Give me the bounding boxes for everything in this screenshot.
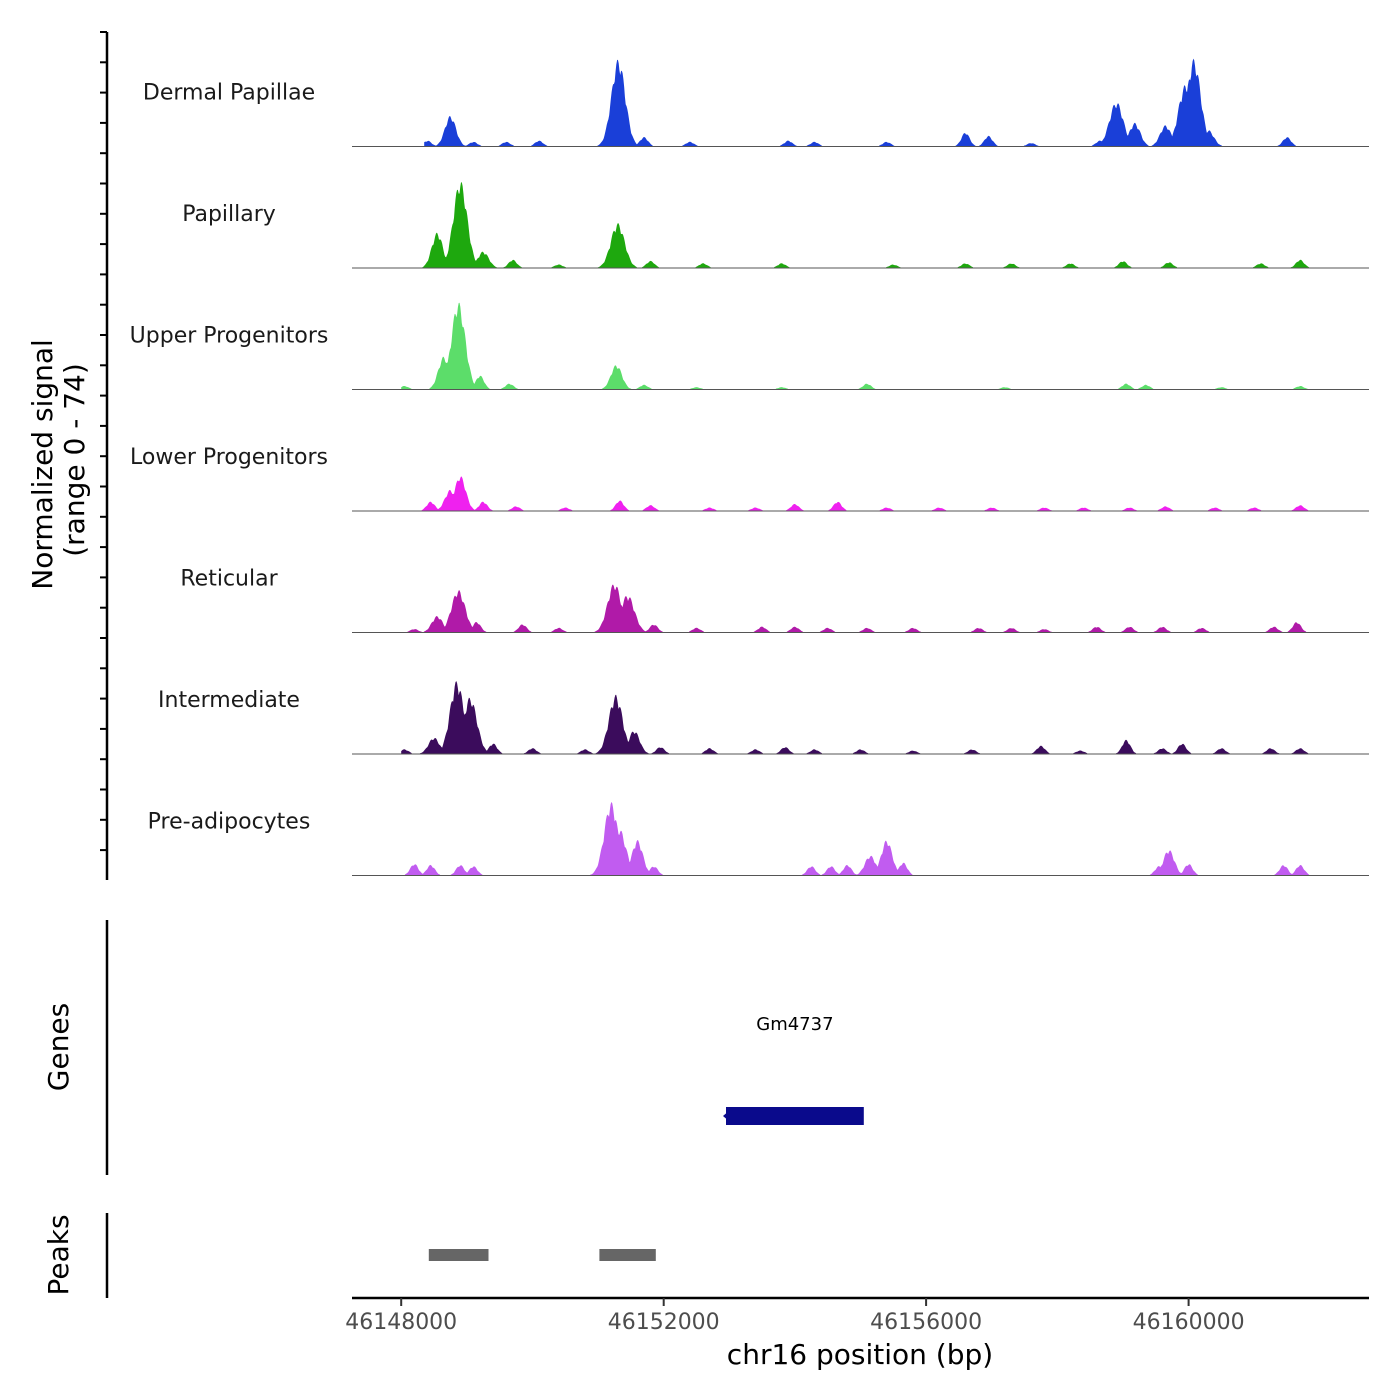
track-papillary: Papillary	[182, 182, 1369, 269]
track-label: Lower Progenitors	[130, 445, 328, 470]
x-tick-label: 46156000	[870, 1310, 982, 1335]
y-axis-title-line1: Normalized signal	[26, 339, 59, 590]
peaks-panel-label: Peaks	[42, 1214, 75, 1295]
coverage-area	[424, 58, 1317, 147]
coverage-area	[401, 802, 1320, 876]
gene-label: Gm4737	[756, 1014, 833, 1035]
track-label: Pre-adipocytes	[148, 810, 311, 835]
coverage-area	[401, 476, 1320, 511]
track-label: Upper Progenitors	[130, 324, 329, 349]
x-axis: 46148000 46152000 46156000 46160000 chr16 p…	[345, 1296, 1369, 1371]
track-intermediate: Intermediate	[158, 681, 1369, 755]
gene-strand-arrow	[723, 1110, 730, 1122]
x-axis-title: chr16 position (bp)	[727, 1338, 993, 1371]
track-lower-progenitors: Lower Progenitors	[130, 445, 1369, 512]
gene-body	[726, 1107, 864, 1125]
coverage-area	[401, 182, 1320, 268]
track-pre-adipocytes: Pre-adipocytes	[148, 802, 1369, 876]
track-label: Reticular	[180, 567, 278, 592]
peak-region	[428, 1249, 489, 1261]
peak-regions	[428, 1249, 656, 1261]
x-axis-ticks: 46148000 46152000 46156000 46160000	[345, 1298, 1245, 1335]
genes-panel: Genes Gm4737	[42, 920, 864, 1175]
coverage-area	[401, 302, 1320, 390]
y-axis-title: Normalized signal (range 0 - 74)	[26, 330, 91, 589]
peaks-panel: Peaks	[42, 1213, 656, 1298]
coverage-y-ticks	[100, 31, 107, 852]
peak-region	[599, 1249, 656, 1261]
genes-panel-label: Genes	[42, 1003, 75, 1091]
gene-models: Gm4737	[723, 1014, 864, 1125]
track-upper-progenitors: Upper Progenitors	[130, 302, 1369, 390]
track-dermal-papillae: Dermal Papillae	[143, 58, 1369, 147]
track-reticular: Reticular	[180, 567, 1369, 633]
coverage-area	[401, 681, 1320, 754]
coverage-panel: Dermal Papillae Papillary Upper Progenitor…	[26, 31, 1369, 880]
coverage-tracks: Dermal Papillae Papillary Upper Progenitor…	[130, 58, 1369, 876]
y-axis-title-line2: (range 0 - 74)	[58, 363, 91, 557]
x-tick-label: 46160000	[1133, 1310, 1245, 1335]
coverage-area	[401, 584, 1320, 633]
track-label: Intermediate	[158, 688, 300, 713]
x-tick-label: 46152000	[608, 1310, 720, 1335]
track-label: Dermal Papillae	[143, 81, 315, 106]
track-label: Papillary	[182, 202, 276, 227]
x-tick-label: 46148000	[345, 1310, 457, 1335]
